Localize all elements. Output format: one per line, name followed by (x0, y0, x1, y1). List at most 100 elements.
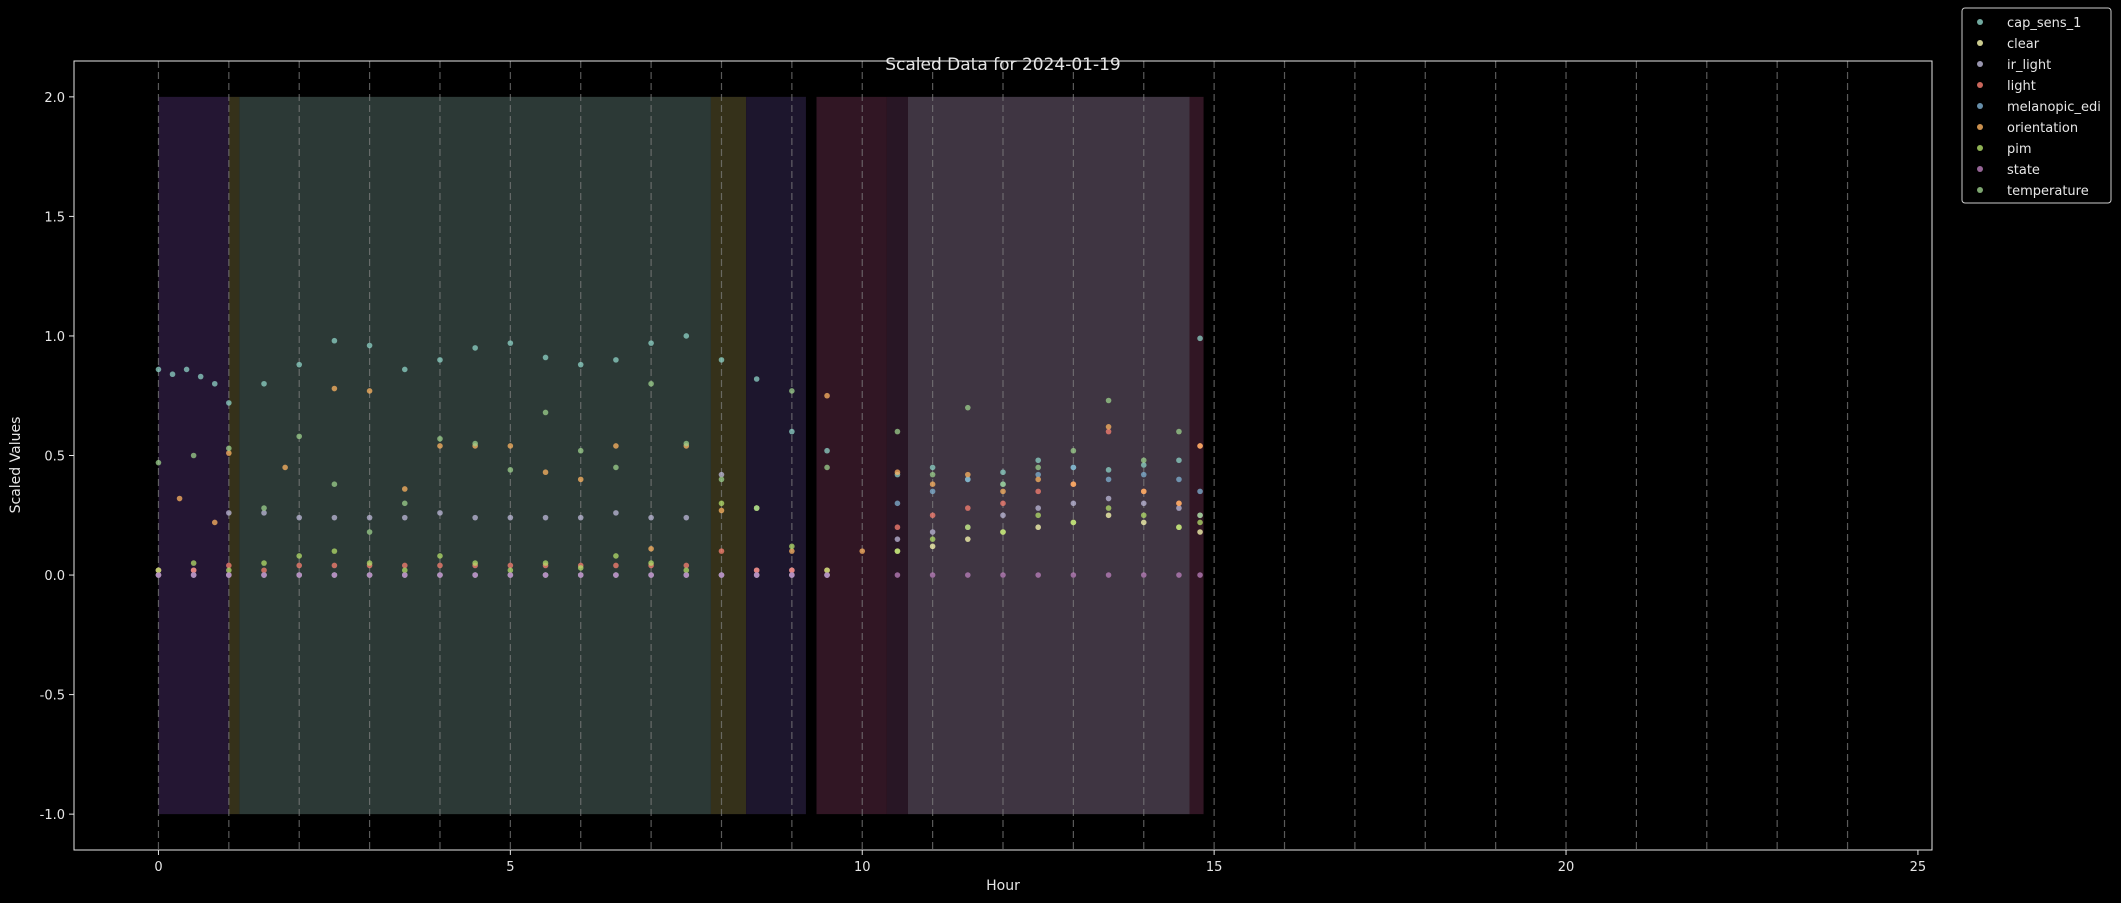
legend-marker (1977, 124, 1983, 130)
shaded-region (710, 96, 747, 815)
data-point-ir_light (366, 514, 373, 521)
data-point-light (1105, 428, 1112, 435)
legend-marker (1977, 166, 1983, 172)
data-point-orientation (929, 481, 936, 487)
y-tick-label: 2.0 (44, 91, 65, 106)
y-tick-label: -0.5 (40, 689, 65, 704)
legend-marker (1977, 19, 1983, 25)
legend-marker (1977, 187, 1983, 193)
legend-box (1961, 7, 2112, 204)
data-point-ir_light (894, 536, 901, 542)
data-point-ir_light (648, 514, 654, 521)
legend-marker (1977, 103, 1983, 109)
data-point-light (507, 562, 514, 569)
data-point-light (331, 562, 338, 569)
data-point-temperature (1035, 464, 1041, 471)
legend-marker (1977, 40, 1983, 46)
data-point-state (577, 572, 584, 578)
data-point-cap_sens_1 (824, 447, 830, 454)
data-point-ir_light (401, 514, 408, 521)
data-point-clear (1035, 524, 1041, 531)
data-point-cap_sens_1 (366, 342, 373, 349)
data-point-pim (894, 548, 901, 554)
data-point-cap_sens_1 (296, 361, 303, 368)
data-point-orientation (437, 443, 443, 449)
data-point-pim (507, 567, 514, 574)
legend-marker (1977, 61, 1983, 67)
data-point-pim (929, 536, 936, 542)
data-point-light (401, 562, 408, 569)
data-point-clear (929, 543, 936, 550)
legend-marker (1977, 82, 1983, 88)
data-point-orientation (718, 507, 725, 514)
data-point-state (472, 572, 478, 578)
data-point-pim (401, 567, 408, 574)
data-point-temperature (190, 452, 197, 459)
data-point-state (753, 572, 760, 578)
data-point-ir_light (542, 514, 549, 521)
data-point-temperature (1105, 397, 1112, 404)
legend-label: light (2007, 79, 2036, 94)
data-point-cap_sens_1 (1035, 457, 1041, 464)
shaded-region (886, 96, 908, 815)
data-point-orientation (1105, 424, 1112, 430)
data-point-orientation (331, 385, 338, 392)
data-point-temperature (683, 440, 690, 447)
x-axis-label: Hour (986, 878, 1020, 894)
data-point-state (261, 572, 267, 578)
data-point-orientation (1197, 443, 1203, 449)
data-point-temperature (648, 380, 654, 387)
data-point-cap_sens_1 (1105, 467, 1112, 473)
x-tick-label: 20 (1558, 860, 1575, 875)
legend-label: melanopic_edi (2007, 100, 2101, 115)
data-point-state (437, 572, 443, 578)
data-point-cap_sens_1 (753, 376, 760, 382)
data-point-orientation (1035, 476, 1041, 483)
data-point-ir_light (472, 514, 478, 521)
x-tick-label: 10 (854, 860, 871, 875)
data-point-pim (472, 560, 478, 566)
data-point-cap_sens_1 (507, 340, 514, 346)
data-point-pim (366, 560, 373, 566)
data-point-cap_sens_1 (718, 357, 725, 363)
y-tick-label: 1.5 (44, 210, 65, 225)
x-tick-label: 15 (1206, 860, 1223, 875)
data-point-pim (718, 500, 725, 507)
data-points (155, 333, 1203, 578)
legend-label: temperature (2007, 184, 2089, 199)
data-point-cap_sens_1 (197, 373, 204, 380)
data-point-state (1070, 572, 1077, 578)
y-tick-label: 0.0 (44, 569, 65, 584)
data-point-ir_light (331, 514, 338, 521)
data-point-melanopic_edi (1105, 476, 1112, 483)
data-point-temperature (331, 481, 338, 487)
data-point-temperature (507, 467, 514, 473)
data-point-state (331, 572, 338, 578)
data-point-pim (296, 553, 303, 559)
data-point-cap_sens_1 (155, 366, 162, 373)
data-point-pim (155, 567, 162, 574)
data-point-pim (824, 567, 830, 574)
data-point-pim (683, 567, 690, 574)
data-point-orientation (282, 464, 288, 471)
legend-label: pim (2007, 142, 2032, 157)
data-point-light (437, 562, 443, 569)
data-point-orientation (1140, 488, 1147, 495)
shaded-region (907, 96, 1190, 815)
data-point-light (613, 562, 619, 569)
y-axis-label: Scaled Values (8, 417, 24, 514)
data-point-state (401, 572, 408, 578)
data-point-pim (1140, 512, 1147, 519)
data-point-temperature (366, 529, 373, 535)
y-tick-label: 0.5 (44, 450, 65, 465)
data-point-state (894, 572, 901, 578)
data-point-light (1000, 500, 1006, 507)
data-point-temperature (1197, 512, 1203, 519)
data-point-state (1000, 572, 1006, 578)
data-point-pim (648, 560, 654, 566)
data-point-orientation (507, 443, 514, 449)
data-point-state (296, 572, 303, 578)
data-point-ir_light (718, 471, 725, 478)
data-point-ir_light (437, 510, 443, 516)
shaded-region (1189, 96, 1204, 815)
